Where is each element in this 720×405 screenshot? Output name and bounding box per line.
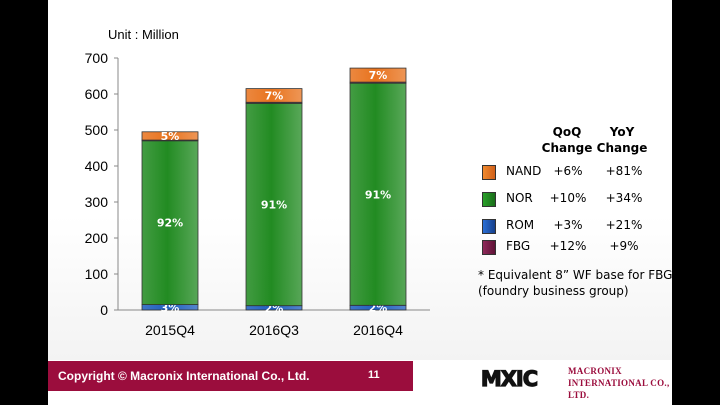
change-row-nor: NOR +10% +34% xyxy=(466,190,672,208)
company-line-2: INTERNATIONAL CO., LTD. xyxy=(568,378,670,400)
yoy-header: YoY Change xyxy=(596,124,648,156)
row-name: ROM xyxy=(506,218,535,232)
page-number: 11 xyxy=(368,369,380,381)
company-name: MACRONIX INTERNATIONAL CO., LTD. xyxy=(568,365,672,401)
mxic-logo: MXIC xyxy=(480,366,539,391)
slide: Unit : Million 0 100 200 300 400 500 600 700 3% 9… xyxy=(48,0,672,405)
change-row-rom: ROM +3% +21% xyxy=(466,217,672,235)
unit-label: Unit : Million xyxy=(108,27,179,42)
data-label-nand: 7% xyxy=(265,89,284,102)
company-line-1: MACRONIX xyxy=(568,366,622,376)
change-row-fbg: FBG +12% +9% xyxy=(466,238,672,256)
y-tick-label: 700 xyxy=(85,50,109,66)
x-tick-label: 2016Q4 xyxy=(353,322,403,338)
nand-swatch xyxy=(482,165,496,180)
bar-segment-nand xyxy=(141,131,199,141)
y-tick-label: 500 xyxy=(85,122,109,138)
copyright-text: Copyright © Macronix International Co., … xyxy=(58,369,310,383)
qoq-header-text: QoQ Change xyxy=(541,125,593,155)
footer: Copyright © Macronix International Co., … xyxy=(48,360,672,405)
row-yoy: +9% xyxy=(609,239,639,253)
logo-text: MXIC xyxy=(481,367,538,391)
y-tick-label: 600 xyxy=(85,86,109,102)
row-yoy: +81% xyxy=(605,164,643,178)
change-row-nand: NAND +6% +81% xyxy=(466,163,672,181)
y-tick-label: 100 xyxy=(85,266,109,282)
footer-bar: Copyright © Macronix International Co., … xyxy=(48,361,413,391)
row-name: FBG xyxy=(506,239,531,253)
data-label-nor: 91% xyxy=(261,199,287,212)
x-tick-label: 2016Q3 xyxy=(249,322,299,338)
bar-segment-nor xyxy=(349,82,407,306)
qoq-header: QoQ Change xyxy=(541,124,593,156)
row-name: NOR xyxy=(506,191,533,205)
yoy-header-text: YoY Change xyxy=(596,125,648,155)
data-label-nor: 92% xyxy=(157,217,183,230)
row-qoq: +10% xyxy=(549,191,587,205)
y-tick-label: 0 xyxy=(100,302,108,318)
data-label-nand: 7% xyxy=(369,69,388,82)
y-tick-label: 200 xyxy=(85,230,109,246)
nor-swatch xyxy=(482,192,496,207)
bar-segment-nand xyxy=(349,67,407,83)
fbg-swatch xyxy=(482,240,496,255)
row-yoy: +34% xyxy=(605,191,643,205)
row-qoq: +6% xyxy=(553,164,583,178)
y-tick-label: 300 xyxy=(85,194,109,210)
y-tick-label: 400 xyxy=(85,158,109,174)
bar-segment-nand xyxy=(245,88,303,103)
bar-segment-nor xyxy=(245,102,303,307)
rom-swatch xyxy=(482,219,496,234)
x-tick-label: 2015Q4 xyxy=(145,322,195,338)
row-qoq: +3% xyxy=(553,218,583,232)
row-yoy: +21% xyxy=(605,218,643,232)
row-name: NAND xyxy=(506,164,542,178)
change-table: QoQ Change YoY Change NAND +6% +81% NOR … xyxy=(466,118,672,308)
data-label-nand: 5% xyxy=(161,130,180,143)
row-qoq: +12% xyxy=(549,239,587,253)
stacked-bar-chart: 01002003004005006007003%92%5%2015Q42%91%… xyxy=(85,50,430,338)
footnote: * Equivalent 8” WF base for FBG (foundry… xyxy=(478,268,672,298)
data-label-nor: 91% xyxy=(365,188,391,201)
